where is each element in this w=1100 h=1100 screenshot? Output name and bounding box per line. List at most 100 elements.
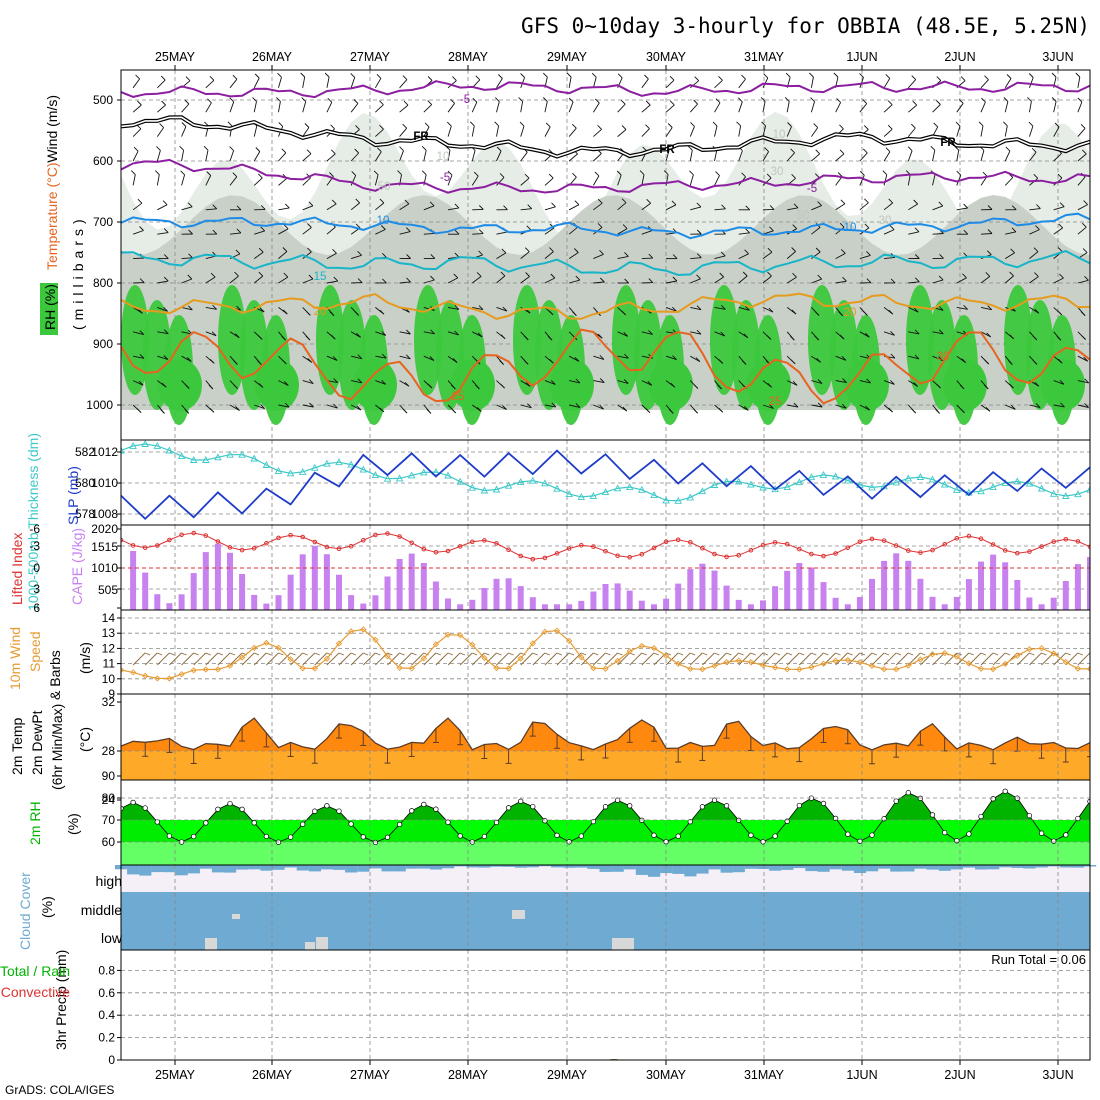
wind-barb	[253, 101, 257, 113]
surface-wind-barb-flag	[520, 652, 526, 656]
thickness-line	[121, 443, 1090, 502]
rh-point	[324, 803, 330, 809]
wind-barb-flag	[473, 171, 479, 177]
cloud-high-bar	[962, 865, 976, 868]
wind-barb	[544, 404, 556, 408]
y-tick-label: 582	[75, 445, 95, 459]
thickness-point	[977, 487, 985, 495]
wind-barb-flag	[181, 122, 187, 127]
wind-barb	[132, 128, 142, 137]
cape-bar	[905, 560, 912, 610]
wind-barb-flag	[817, 402, 823, 408]
contour-label: FR	[659, 144, 675, 156]
rh-patch	[808, 285, 836, 395]
wind-barb-flag	[1084, 275, 1089, 281]
surface-wind-barb-flag	[508, 652, 514, 656]
cloud-high-bar	[1071, 865, 1085, 868]
wind-barb-flag	[450, 98, 455, 104]
date-label: 26MAY	[252, 1068, 293, 1082]
wind-barb	[326, 355, 338, 361]
thickness-point	[516, 477, 525, 485]
wind-barb-flag	[767, 247, 773, 253]
wind-barb-flag	[179, 145, 184, 151]
wind-barb	[714, 102, 721, 113]
wind-barb-flag	[139, 353, 145, 359]
surface-wind-barb	[980, 652, 994, 666]
wind-barb	[908, 104, 917, 113]
wind-barb	[278, 380, 289, 386]
wind-barb	[592, 175, 600, 186]
rh-point	[893, 798, 899, 804]
wind-barb	[932, 104, 941, 113]
wind-barb-flag	[814, 311, 820, 316]
cloud-cover-axis-label: Cloud Cover	[17, 872, 33, 950]
wind-barb	[375, 128, 384, 137]
cloud-high-bar	[175, 865, 188, 876]
wind-barb-flag	[206, 171, 212, 176]
cloud-high-bar	[345, 865, 358, 873]
lifted-index-point	[324, 544, 330, 550]
cloud-high-bar	[890, 865, 903, 872]
wind-barb-flag	[766, 173, 772, 179]
cloud-high-bar	[357, 865, 370, 872]
wind-barb-flag	[575, 275, 581, 281]
wind-barb-flag	[499, 360, 504, 365]
wind-barb-flag	[741, 172, 746, 178]
surface-wind-barb-flag	[835, 652, 841, 656]
wind-barb-flag	[623, 331, 629, 337]
wind-barb-flag	[282, 247, 288, 252]
wind-barb	[569, 279, 580, 284]
wind-barb-flag	[672, 276, 678, 282]
wind-barb-flag	[188, 229, 193, 235]
wind-barb	[593, 128, 602, 137]
wind-speed-point	[699, 666, 706, 673]
wind-barb	[472, 233, 484, 235]
wind-barb-flag	[741, 74, 746, 80]
wind-barb	[883, 151, 891, 162]
wind-barb-flag	[353, 99, 359, 104]
surface-wind-barb	[241, 652, 255, 666]
wind-barb-flag	[139, 330, 145, 335]
credit-text: GrADS: COLA/IGES	[5, 1083, 115, 1097]
wind-barb-flag	[1083, 200, 1088, 205]
lifted-index-point	[397, 534, 402, 539]
wind-speed-point	[638, 642, 645, 650]
wind-barb	[568, 76, 572, 88]
wind-barb-flag	[207, 98, 212, 104]
wind-barb-flag	[160, 409, 165, 414]
wind-barb	[1004, 78, 1012, 89]
surface-wind-barb	[895, 652, 909, 666]
wind-speed-point	[457, 631, 464, 639]
wind-barb	[714, 306, 726, 310]
rh-point	[942, 829, 948, 836]
wind-barb-flag	[357, 378, 363, 384]
wind-barb	[1005, 404, 1016, 410]
wind-barb	[786, 101, 790, 113]
wind-barb-flag	[814, 335, 820, 341]
contour-label: 15	[314, 271, 327, 283]
thickness-point	[783, 483, 791, 491]
y-tick-label: 0.6	[98, 986, 115, 1000]
surface-wind-barb-flag	[205, 652, 211, 656]
wind-barb-flag	[306, 149, 312, 155]
cape-bar	[602, 584, 609, 610]
wind-barb	[956, 103, 964, 113]
wind-barb-flag	[523, 335, 529, 341]
wind-barb-flag	[547, 335, 553, 341]
cloud-high-bar	[538, 865, 552, 867]
surface-wind-barb-flag	[823, 652, 829, 656]
wind-barb	[471, 175, 479, 186]
thickness-point	[892, 478, 900, 486]
wind-speed-point	[372, 636, 379, 644]
wind-barb	[762, 251, 773, 259]
wind-barb-flag	[696, 274, 701, 280]
rh-patch	[1004, 285, 1032, 395]
wind-barb	[908, 355, 920, 360]
cape-bar	[1074, 564, 1081, 610]
wind-barb	[908, 306, 919, 313]
thickness-point	[347, 460, 355, 468]
wind-barb	[351, 254, 362, 260]
wind-barb-flag	[503, 205, 508, 211]
surface-wind-barb-flag	[1089, 652, 1090, 654]
thickness-point	[989, 483, 997, 491]
